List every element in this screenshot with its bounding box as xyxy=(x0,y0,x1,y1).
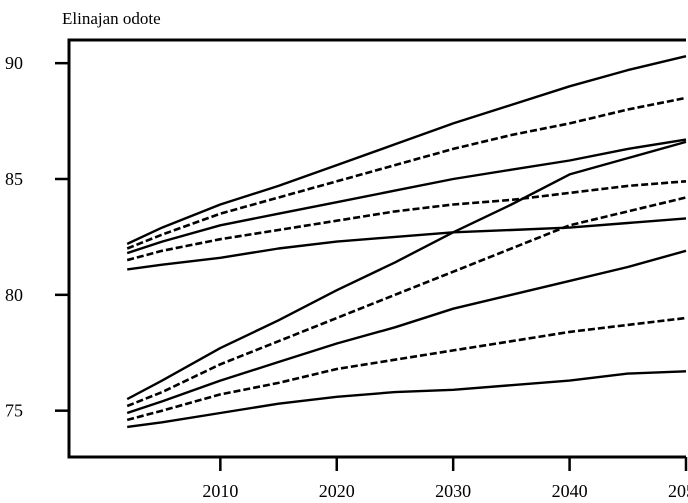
axes: 75 80 85 90 2010 2020 2030 2040 2050 xyxy=(5,38,688,501)
series-line-8 xyxy=(126,249,687,415)
y-tick-label-90: 90 xyxy=(5,53,23,73)
y-tick-label-80: 80 xyxy=(5,285,23,305)
y-tick-label-75: 75 xyxy=(5,401,23,421)
series-line-9 xyxy=(126,316,687,422)
y-tick-label-85: 85 xyxy=(5,169,23,189)
series-line-5 xyxy=(127,217,687,271)
x-tick-label-2030: 2030 xyxy=(435,481,471,501)
series-line-4 xyxy=(126,180,687,262)
x-tick-label-2040: 2040 xyxy=(552,481,588,501)
series-line-7 xyxy=(126,196,687,408)
x-tick-label-2010: 2010 xyxy=(202,481,238,501)
series-line-1 xyxy=(126,55,687,245)
x-tick-label-2050: 2050 xyxy=(668,481,688,501)
series-line-2 xyxy=(126,96,687,250)
y-axis-label: Elinajan odote xyxy=(62,9,161,28)
series-line-10 xyxy=(127,370,687,429)
series-line-6 xyxy=(126,140,687,401)
x-tick-label-2020: 2020 xyxy=(319,481,355,501)
series-line-3 xyxy=(126,138,687,255)
series-group xyxy=(126,55,687,429)
